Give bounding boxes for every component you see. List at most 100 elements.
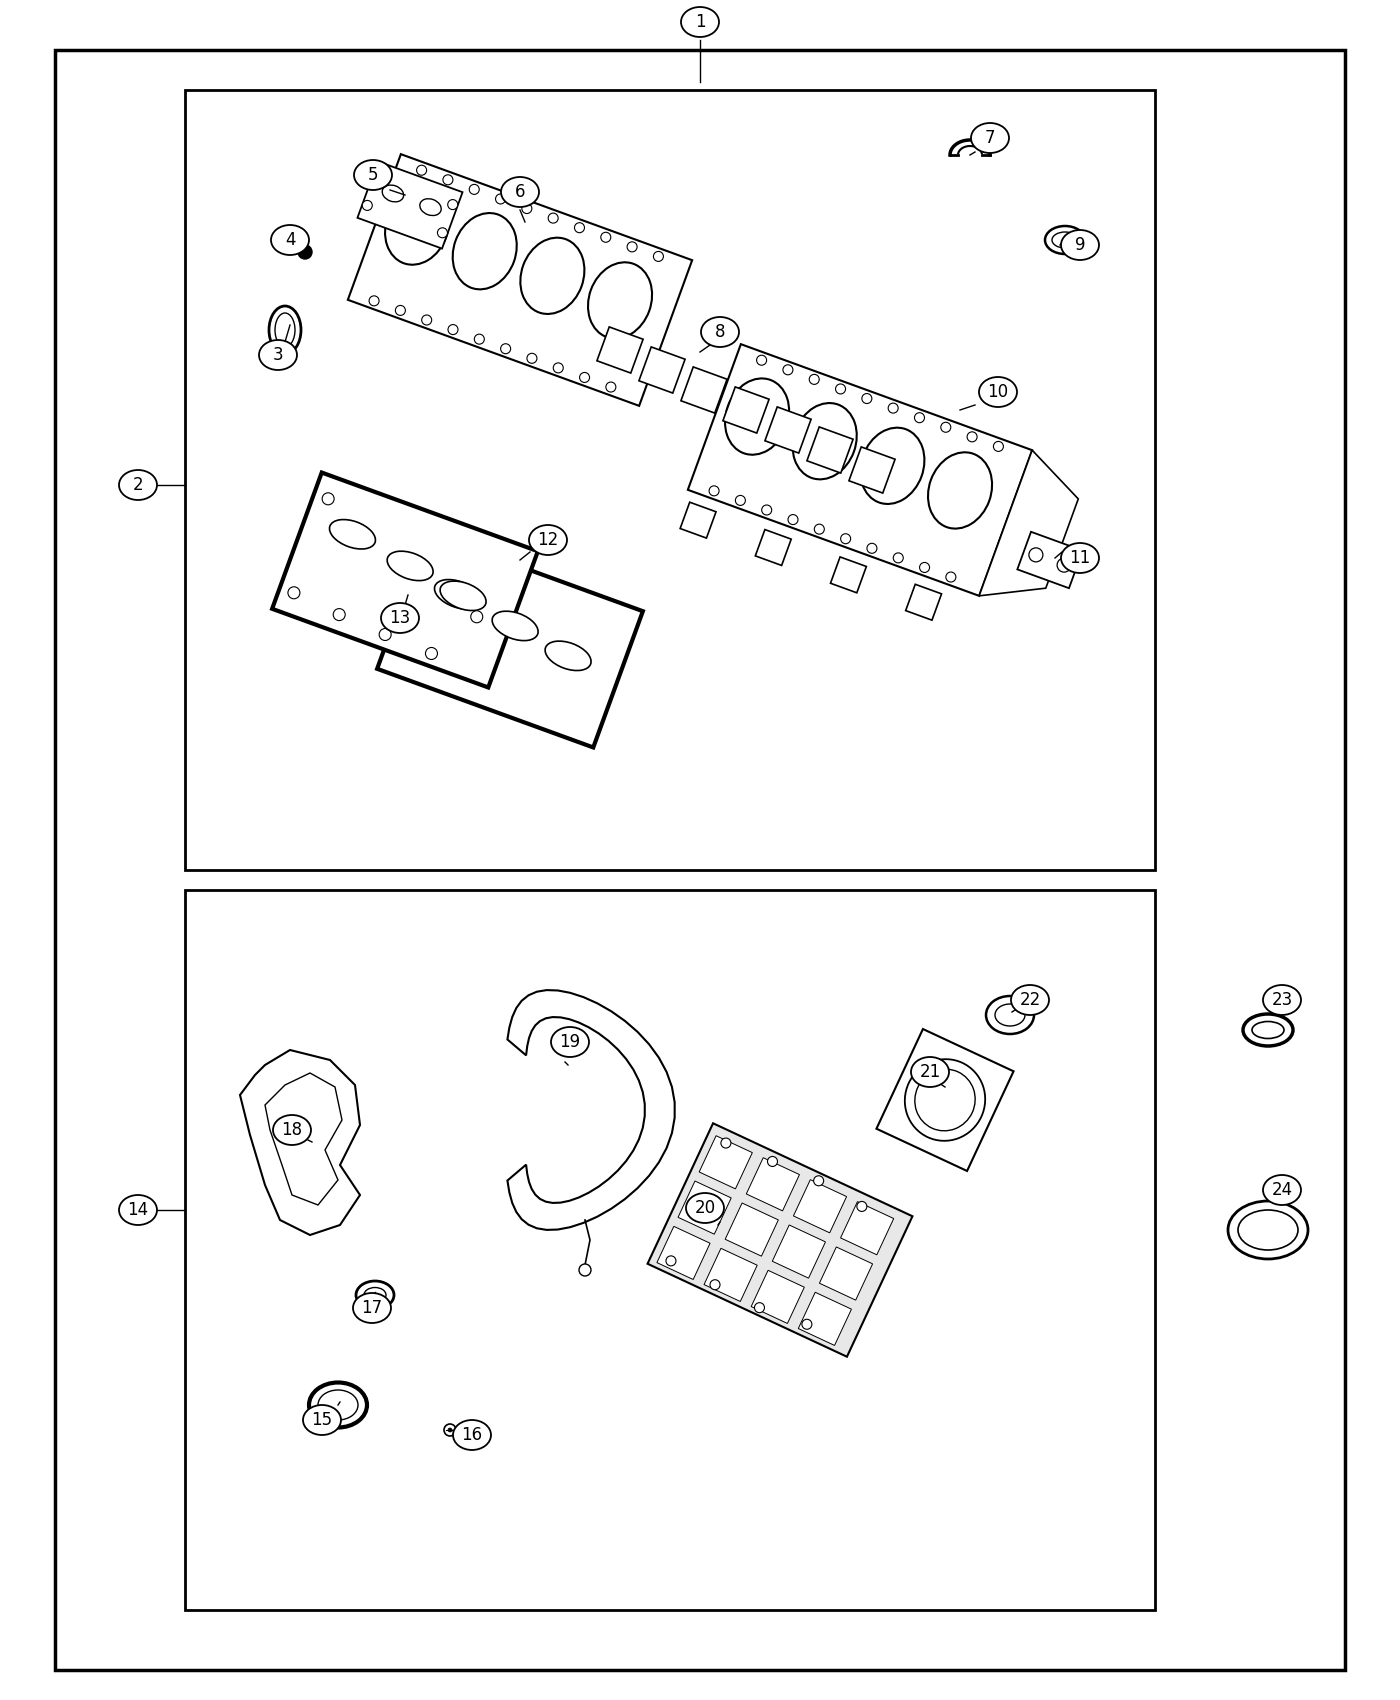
Polygon shape: [687, 343, 1032, 595]
Circle shape: [448, 1428, 452, 1431]
Ellipse shape: [1011, 984, 1049, 1015]
Ellipse shape: [388, 551, 433, 581]
Text: 18: 18: [281, 1120, 302, 1139]
Circle shape: [920, 563, 930, 573]
Ellipse shape: [1238, 1210, 1298, 1250]
Ellipse shape: [272, 224, 309, 255]
Text: 17: 17: [361, 1299, 382, 1318]
Bar: [185, 90, 1155, 870]
Circle shape: [395, 306, 406, 316]
Circle shape: [437, 228, 448, 238]
Text: 3: 3: [273, 347, 283, 364]
Circle shape: [333, 609, 346, 620]
Ellipse shape: [356, 1282, 393, 1309]
Circle shape: [654, 252, 664, 262]
Ellipse shape: [972, 122, 1009, 153]
Ellipse shape: [588, 262, 652, 338]
Circle shape: [888, 403, 899, 413]
Polygon shape: [648, 1124, 913, 1357]
Ellipse shape: [545, 641, 591, 670]
Polygon shape: [507, 989, 675, 1229]
Ellipse shape: [1061, 542, 1099, 573]
Ellipse shape: [1051, 231, 1078, 248]
Ellipse shape: [382, 185, 403, 202]
Polygon shape: [699, 1136, 752, 1188]
Circle shape: [426, 648, 437, 660]
Polygon shape: [773, 1226, 826, 1278]
Circle shape: [721, 1137, 731, 1148]
Text: 16: 16: [462, 1426, 483, 1443]
Circle shape: [372, 172, 382, 182]
Ellipse shape: [979, 377, 1016, 406]
Circle shape: [421, 314, 431, 325]
Circle shape: [526, 354, 538, 364]
Polygon shape: [798, 1292, 851, 1345]
Polygon shape: [265, 1073, 342, 1205]
Text: 1: 1: [694, 14, 706, 31]
Ellipse shape: [454, 1420, 491, 1450]
Ellipse shape: [529, 525, 567, 554]
Polygon shape: [678, 1182, 731, 1234]
Circle shape: [606, 382, 616, 393]
Text: 19: 19: [560, 1034, 581, 1051]
Circle shape: [862, 393, 872, 403]
Text: 11: 11: [1070, 549, 1091, 568]
Circle shape: [522, 204, 532, 214]
Circle shape: [840, 534, 851, 544]
Circle shape: [370, 296, 379, 306]
Circle shape: [1029, 547, 1043, 563]
Polygon shape: [746, 1158, 799, 1210]
Circle shape: [946, 571, 956, 581]
Text: 20: 20: [694, 1198, 715, 1217]
Ellipse shape: [680, 7, 720, 37]
Circle shape: [580, 1265, 591, 1277]
Polygon shape: [848, 447, 895, 493]
Circle shape: [767, 1156, 777, 1166]
Text: 4: 4: [284, 231, 295, 248]
Polygon shape: [725, 1204, 778, 1256]
Ellipse shape: [1061, 230, 1099, 260]
Circle shape: [836, 384, 846, 394]
Circle shape: [601, 233, 610, 243]
Ellipse shape: [986, 996, 1035, 1034]
Polygon shape: [840, 1202, 893, 1255]
Text: 8: 8: [715, 323, 725, 342]
Ellipse shape: [329, 520, 375, 549]
Polygon shape: [794, 1180, 847, 1232]
Ellipse shape: [1263, 984, 1301, 1015]
Ellipse shape: [1263, 1175, 1301, 1205]
Polygon shape: [819, 1248, 872, 1300]
Polygon shape: [638, 347, 685, 393]
Circle shape: [580, 372, 589, 382]
Circle shape: [322, 493, 335, 505]
Circle shape: [444, 1425, 456, 1436]
Circle shape: [788, 515, 798, 525]
Ellipse shape: [1243, 1013, 1294, 1046]
Polygon shape: [272, 473, 538, 687]
Ellipse shape: [440, 581, 486, 610]
Ellipse shape: [119, 1195, 157, 1226]
Polygon shape: [357, 162, 462, 248]
Circle shape: [475, 335, 484, 343]
Ellipse shape: [420, 199, 441, 216]
Ellipse shape: [995, 1005, 1025, 1027]
Polygon shape: [806, 427, 853, 473]
Ellipse shape: [302, 1404, 342, 1435]
Ellipse shape: [434, 580, 480, 609]
Ellipse shape: [273, 1115, 311, 1146]
Text: 14: 14: [127, 1200, 148, 1219]
Circle shape: [574, 223, 584, 233]
Ellipse shape: [354, 160, 392, 190]
Ellipse shape: [1252, 1022, 1284, 1039]
Circle shape: [553, 362, 563, 372]
Circle shape: [967, 432, 977, 442]
Circle shape: [857, 1202, 867, 1212]
Ellipse shape: [701, 316, 739, 347]
Polygon shape: [979, 450, 1078, 595]
Ellipse shape: [1044, 226, 1085, 253]
Circle shape: [813, 1176, 823, 1187]
Circle shape: [298, 245, 312, 258]
Polygon shape: [704, 1248, 757, 1302]
Circle shape: [867, 544, 876, 552]
Text: 23: 23: [1271, 991, 1292, 1010]
